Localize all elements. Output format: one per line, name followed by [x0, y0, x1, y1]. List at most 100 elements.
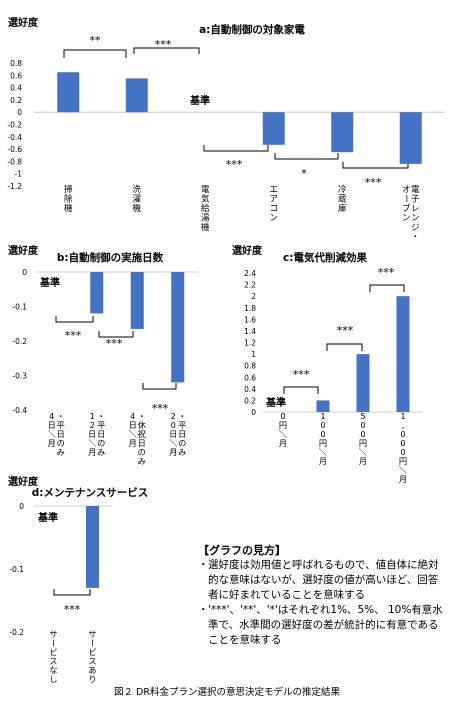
y-tick-label: -0.2 [12, 337, 27, 346]
x-tick-label: 0円／月0円／月 [278, 411, 288, 448]
svg-text:0: 0 [360, 420, 365, 430]
chart-c-baseline-label: 基準 [265, 396, 286, 409]
svg-text:機: 機 [132, 203, 141, 214]
svg-text:し: し [49, 674, 57, 684]
y-tick-label: 2.4 [244, 269, 256, 278]
svg-text:み: み [138, 456, 146, 466]
svg-text:な: な [49, 665, 57, 675]
svg-text:機: 機 [201, 222, 210, 233]
reading-guide-item: ・ 選好度は効用値と呼ばれるもので、値自体に絶対的な意味はないが、選好度の値が高… [198, 558, 448, 603]
svg-text:平: 平 [57, 420, 65, 430]
svg-text:の: の [138, 447, 146, 457]
svg-text:円: 円 [319, 438, 327, 448]
svg-text:の: の [97, 438, 105, 448]
reading-guide-item-text: '***'、'**'、'*'はそれぞれ1%、5%、 10%有意水準で、水準間の選… [208, 604, 443, 646]
svg-text:電: 電 [411, 185, 420, 195]
bullet-dot-icon: ・ [198, 604, 209, 616]
svg-text:み: み [97, 447, 105, 457]
chart-a-baseline-label: 基準 [189, 94, 210, 107]
bullet-dot-icon: ・ [198, 559, 209, 571]
svg-text:日: 日 [178, 429, 186, 439]
y-tick-label: 0.6 [10, 71, 22, 80]
svg-text:／: ／ [87, 439, 97, 447]
bar [57, 72, 80, 113]
svg-text:ー: ー [88, 639, 98, 647]
svg-text:オ: オ [402, 185, 411, 195]
svg-text:日: 日 [129, 420, 137, 430]
svg-text:冷: 冷 [338, 184, 347, 195]
svg-text:0: 0 [400, 438, 405, 448]
figure-caption: 図２ DR料金プラン選択の意思決定モデルの推定結果 [114, 687, 340, 698]
y-tick-label: 2 [251, 292, 256, 301]
svg-text:休: 休 [138, 420, 147, 430]
svg-text:ス: ス [49, 656, 57, 666]
y-tick-label: 0 [17, 108, 22, 117]
bar [331, 112, 354, 153]
bar [171, 272, 185, 383]
svg-text:・: ・ [138, 411, 146, 421]
chart-d-title: d:メンテナンスサービス [32, 486, 149, 499]
y-tick-label: 0 [251, 408, 256, 417]
chart-b-sig-3: *** [152, 402, 169, 415]
bar [130, 272, 144, 329]
chart-a-sig-1: ** [90, 34, 102, 47]
chart-c-ylabel: 選好度 [232, 244, 263, 257]
svg-text:日: 日 [169, 429, 177, 439]
svg-text:月: 月 [319, 456, 327, 466]
svg-text:・: ・ [97, 411, 105, 421]
chart-b-significance-brackets [55, 316, 177, 390]
y-tick-label: -0.2 [9, 628, 24, 637]
svg-text:給: 給 [201, 203, 210, 214]
svg-text:／: ／ [318, 448, 328, 456]
svg-text:ー: ー [49, 639, 59, 647]
svg-text:月: 月 [169, 447, 177, 457]
svg-text:日: 日 [57, 429, 65, 439]
svg-text:円: 円 [399, 456, 407, 466]
svg-text:,: , [402, 420, 405, 430]
bar [125, 78, 148, 113]
svg-text:の: の [178, 438, 186, 448]
chart-d-significance-brackets [53, 589, 91, 596]
chart-c-sig-2: *** [337, 324, 354, 337]
y-tick-label: 2.2 [244, 281, 256, 290]
svg-text:み: み [178, 447, 186, 457]
svg-text:／: ／ [168, 439, 178, 447]
x-tick-label: サービスなしサービスなし [49, 629, 59, 684]
svg-text:ン: ン [411, 214, 420, 224]
svg-text:エ: エ [269, 185, 278, 195]
chart-a-title: a:自動制御の対象家電 [199, 23, 305, 36]
svg-text:平: 平 [97, 420, 105, 430]
y-tick-label: -0.8 [7, 157, 22, 166]
x-tick-label: 冷蔵庫冷蔵庫 [338, 184, 347, 214]
y-tick-label: -0.4 [12, 406, 27, 415]
y-tick-label: 0.2 [10, 96, 22, 105]
bar [356, 354, 370, 412]
svg-text:月: 月 [359, 456, 367, 466]
y-tick-label: -0.1 [9, 565, 24, 574]
bar [86, 506, 99, 588]
reading-guide: 【グラフの見方】 ・ 選好度は効用値と呼ばれるもので、値自体に絶対的な意味はない… [198, 543, 448, 648]
reading-guide-item-text: 選好度は効用値と呼ばれるもので、値自体に絶対的な意味はないが、選好度の値が高いほ… [208, 559, 439, 601]
chart-d-ylabel: 選好度 [8, 475, 39, 488]
svg-text:／: ／ [128, 430, 138, 438]
chart-a-ylabel: 選好度 [8, 16, 39, 29]
y-tick-label: -0.1 [12, 303, 27, 312]
svg-text:円: 円 [279, 420, 287, 430]
svg-text:4: 4 [49, 411, 54, 421]
svg-text:／: ／ [278, 430, 288, 438]
svg-text:1: 1 [320, 411, 325, 421]
svg-text:ビ: ビ [49, 647, 57, 657]
svg-text:／: ／ [47, 430, 57, 438]
svg-text:ン: ン [402, 214, 411, 224]
chart-c-significance-brackets [283, 284, 405, 394]
svg-text:・: ・ [57, 411, 65, 421]
svg-text:ビ: ビ [88, 647, 96, 657]
y-tick-label: 1 [251, 350, 256, 359]
